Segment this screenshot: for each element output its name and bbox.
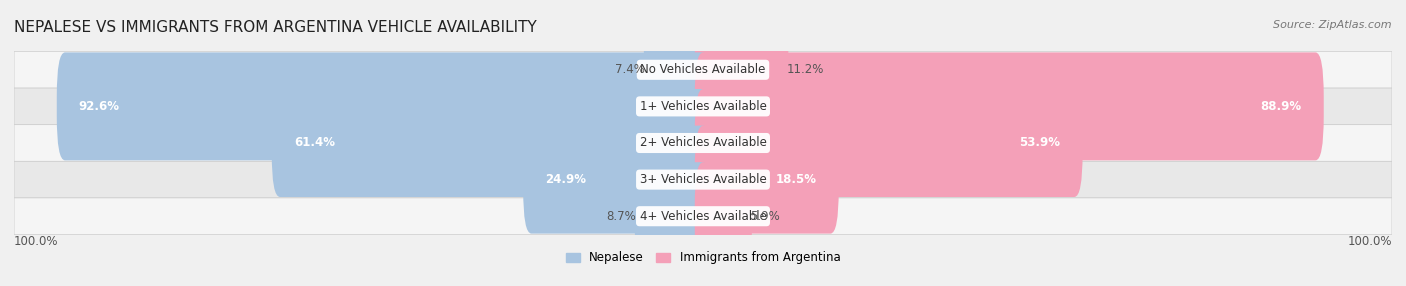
FancyBboxPatch shape [695,162,752,270]
Text: 5.9%: 5.9% [751,210,780,223]
Text: Source: ZipAtlas.com: Source: ZipAtlas.com [1274,20,1392,30]
FancyBboxPatch shape [634,162,711,270]
Text: 24.9%: 24.9% [546,173,586,186]
Text: 92.6%: 92.6% [79,100,120,113]
FancyBboxPatch shape [14,161,1392,198]
Text: 7.4%: 7.4% [616,63,645,76]
FancyBboxPatch shape [695,52,1323,160]
Text: 100.0%: 100.0% [14,235,59,247]
FancyBboxPatch shape [14,88,1392,125]
Text: 11.2%: 11.2% [787,63,824,76]
FancyBboxPatch shape [56,52,711,160]
Text: 4+ Vehicles Available: 4+ Vehicles Available [640,210,766,223]
Text: 1+ Vehicles Available: 1+ Vehicles Available [640,100,766,113]
Text: 88.9%: 88.9% [1261,100,1302,113]
FancyBboxPatch shape [695,126,839,234]
FancyBboxPatch shape [695,89,1083,197]
FancyBboxPatch shape [523,126,711,234]
FancyBboxPatch shape [14,198,1392,235]
FancyBboxPatch shape [695,16,789,124]
Legend: Nepalese, Immigrants from Argentina: Nepalese, Immigrants from Argentina [561,247,845,269]
Text: No Vehicles Available: No Vehicles Available [640,63,766,76]
Text: NEPALESE VS IMMIGRANTS FROM ARGENTINA VEHICLE AVAILABILITY: NEPALESE VS IMMIGRANTS FROM ARGENTINA VE… [14,20,537,35]
Text: 2+ Vehicles Available: 2+ Vehicles Available [640,136,766,150]
Text: 3+ Vehicles Available: 3+ Vehicles Available [640,173,766,186]
Text: 18.5%: 18.5% [776,173,817,186]
FancyBboxPatch shape [14,125,1392,161]
Text: 100.0%: 100.0% [1347,235,1392,247]
Text: 61.4%: 61.4% [294,136,335,150]
Text: 8.7%: 8.7% [606,210,636,223]
FancyBboxPatch shape [271,89,711,197]
Text: 53.9%: 53.9% [1019,136,1060,150]
FancyBboxPatch shape [644,16,711,124]
FancyBboxPatch shape [14,51,1392,88]
